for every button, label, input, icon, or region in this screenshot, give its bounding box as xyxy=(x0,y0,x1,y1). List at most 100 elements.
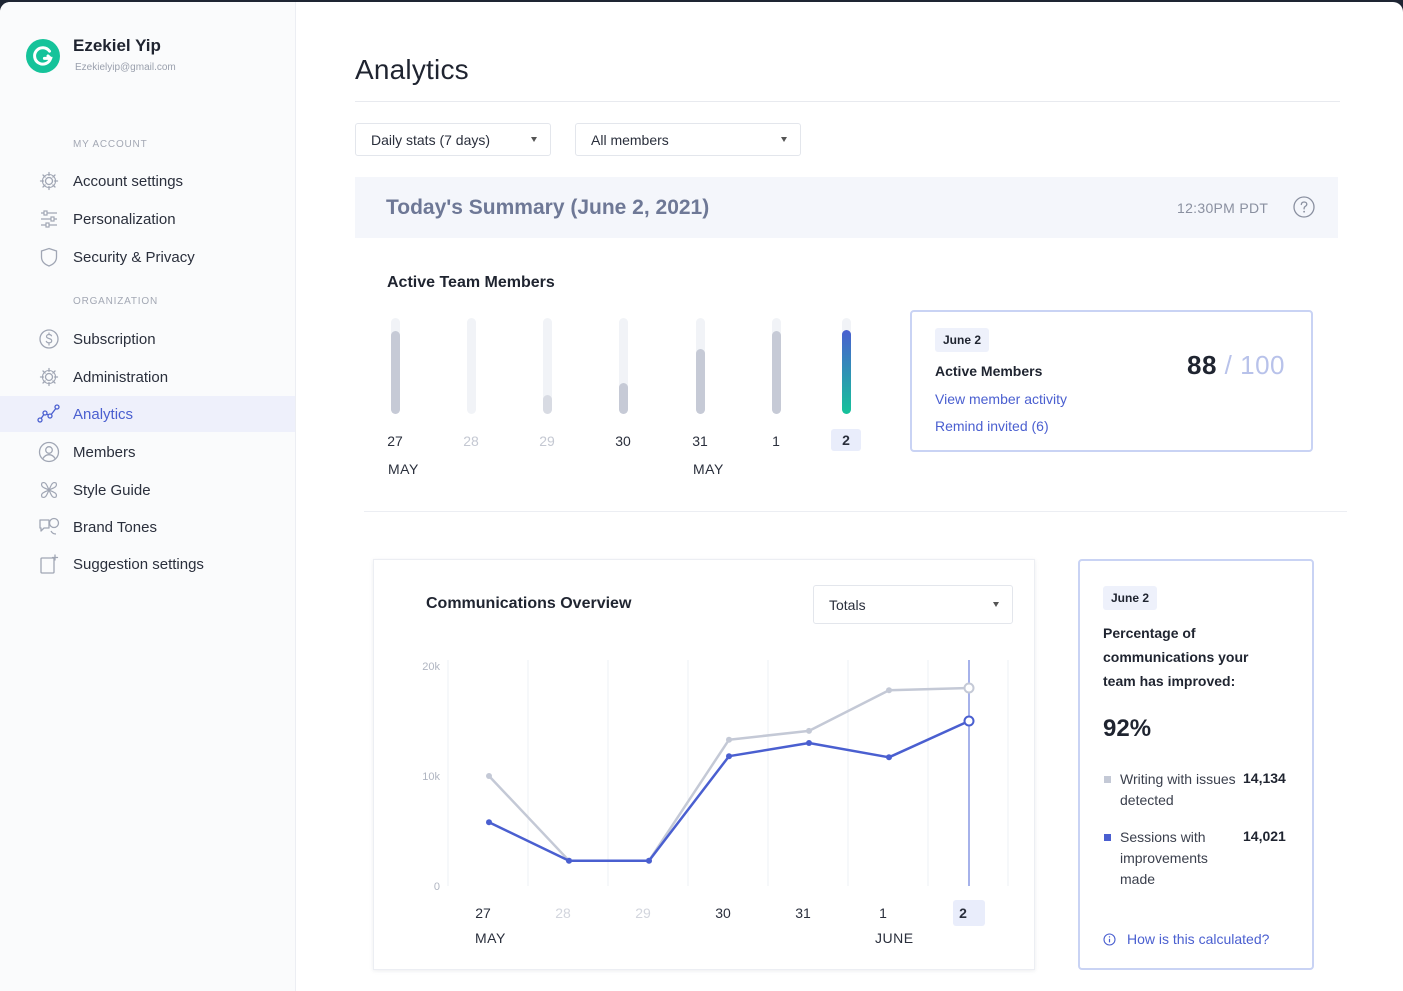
active-members-count: 88 / 100 xyxy=(1187,350,1285,381)
day-label: 29 xyxy=(539,433,555,449)
active-members-card: June 2 Active Members View member activi… xyxy=(910,310,1313,452)
communications-line-chart: 0 10k 20k 27 28 29 30 31 1 2 MAY JUNE xyxy=(422,660,1009,946)
sidebar-item-security-privacy[interactable]: Security & Privacy xyxy=(0,239,295,275)
sidebar-item-label: Brand Tones xyxy=(73,518,157,536)
month-label: MAY xyxy=(388,461,419,477)
totals-select[interactable]: Totals xyxy=(813,585,1013,624)
how-calculated-link[interactable]: How is this calculated? xyxy=(1127,931,1270,947)
gear-icon xyxy=(37,365,61,389)
data-point xyxy=(963,715,975,727)
legend-swatch-sessions xyxy=(1104,834,1111,841)
section-label-organization: ORGANIZATION xyxy=(73,296,158,307)
data-point xyxy=(886,754,892,761)
help-icon[interactable] xyxy=(1293,196,1315,218)
active-members-total: / 100 xyxy=(1224,350,1285,380)
month-label: MAY xyxy=(693,461,724,477)
period-select-value: Daily stats (7 days) xyxy=(371,131,491,148)
improvement-card: June 2 Percentage of communications your… xyxy=(1078,559,1314,970)
data-point xyxy=(566,857,572,864)
totals-select-value: Totals xyxy=(829,596,866,613)
sidebar-item-brand-tones[interactable]: Brand Tones xyxy=(0,509,295,545)
data-point xyxy=(806,740,812,746)
style-guide-icon xyxy=(37,478,61,502)
user-name: Ezekiel Yip xyxy=(73,36,161,55)
sidebar-item-label: Suggestion settings xyxy=(73,555,204,573)
sidebar-item-members[interactable]: Members xyxy=(0,434,295,470)
x-group-label: JUNE xyxy=(875,930,914,946)
active-members-value: 88 xyxy=(1187,350,1217,380)
y-tick-label: 0 xyxy=(434,881,440,893)
date-chip: June 2 xyxy=(1103,586,1158,610)
sidebar-item-analytics[interactable]: Analytics xyxy=(0,396,295,432)
bar-track xyxy=(619,318,628,414)
bar-fill xyxy=(619,383,628,414)
x-group-label: MAY xyxy=(475,930,506,946)
bar-track xyxy=(772,318,781,414)
sidebar-item-administration[interactable]: Administration xyxy=(0,359,295,395)
x-tick-label: 30 xyxy=(715,905,731,921)
data-point xyxy=(806,727,812,734)
x-tick-label: 29 xyxy=(635,905,651,921)
data-point xyxy=(726,753,732,760)
sidebar-item-label: Administration xyxy=(73,368,169,386)
dollar-icon xyxy=(37,327,61,351)
period-select[interactable]: Daily stats (7 days) xyxy=(355,123,551,156)
current-day-highlight xyxy=(953,900,985,926)
legend-value-issues: 14,134 xyxy=(1243,770,1286,786)
legend-swatch-issues xyxy=(1104,776,1111,783)
grammarly-logo-icon xyxy=(26,39,60,73)
main-content: Analytics Daily stats (7 days) All membe… xyxy=(296,2,1403,991)
x-tick-label: 1 xyxy=(879,905,887,921)
day-label: 28 xyxy=(463,433,479,449)
title-divider xyxy=(355,101,1340,102)
members-select-value: All members xyxy=(591,131,669,148)
section-divider xyxy=(364,511,1347,512)
data-point xyxy=(646,857,652,864)
sidebar-item-account-settings[interactable]: Account settings xyxy=(0,163,295,199)
x-tick-label: 2 xyxy=(959,905,967,921)
improvement-percent: 92% xyxy=(1103,715,1152,742)
x-tick-label: 28 xyxy=(555,905,571,921)
gear-icon xyxy=(37,169,61,193)
data-point xyxy=(886,687,892,694)
caret-down-icon xyxy=(781,137,787,142)
x-tick-label: 27 xyxy=(475,905,491,921)
bar-track xyxy=(391,318,400,414)
view-member-activity-link[interactable]: View member activity xyxy=(935,391,1068,407)
active-members-heading: Active Team Members xyxy=(387,274,555,291)
sidebar-item-label: Account settings xyxy=(73,172,184,190)
caret-down-icon xyxy=(531,137,537,142)
sidebar-item-suggestion-settings[interactable]: Suggestion settings xyxy=(0,546,295,582)
user-email: Ezekielyip@gmail.com xyxy=(75,62,176,73)
remind-invited-link[interactable]: Remind invited (6) xyxy=(935,418,1049,434)
page-title: Analytics xyxy=(355,54,469,85)
user-icon xyxy=(37,440,61,464)
bar-fill xyxy=(772,331,781,414)
series-line xyxy=(488,686,970,862)
summary-bar: Today's Summary (June 2, 2021) 12:30PM P… xyxy=(355,177,1338,238)
bar-fill xyxy=(696,349,705,414)
x-tick-label: 31 xyxy=(795,905,811,921)
sidebar: Ezekiel Yip Ezekielyip@gmail.com MY ACCO… xyxy=(0,2,296,991)
bar-track xyxy=(543,318,552,414)
bar-fill xyxy=(391,331,400,414)
legend-label-sessions: Sessions with improvements made xyxy=(1120,829,1208,887)
chart-title: Communications Overview xyxy=(426,595,632,612)
members-select[interactable]: All members xyxy=(575,123,801,156)
legend-value-sessions: 14,021 xyxy=(1243,828,1286,844)
sidebar-item-personalization[interactable]: Personalization xyxy=(0,201,295,237)
bar-track xyxy=(467,318,476,414)
sidebar-item-subscription[interactable]: Subscription xyxy=(0,321,295,357)
y-tick-label: 20k xyxy=(422,661,440,673)
sidebar-item-style-guide[interactable]: Style Guide xyxy=(0,472,295,508)
sidebar-item-label: Security & Privacy xyxy=(73,248,195,266)
summary-title: Today's Summary (June 2, 2021) xyxy=(386,196,710,219)
suggestion-icon xyxy=(37,552,61,576)
y-tick-label: 10k xyxy=(422,771,440,783)
info-icon xyxy=(1103,933,1116,946)
day-label: 27 xyxy=(387,433,403,449)
chat-bubbles-icon xyxy=(37,515,61,539)
caret-down-icon xyxy=(993,602,999,607)
line-chart-icon xyxy=(37,402,61,426)
